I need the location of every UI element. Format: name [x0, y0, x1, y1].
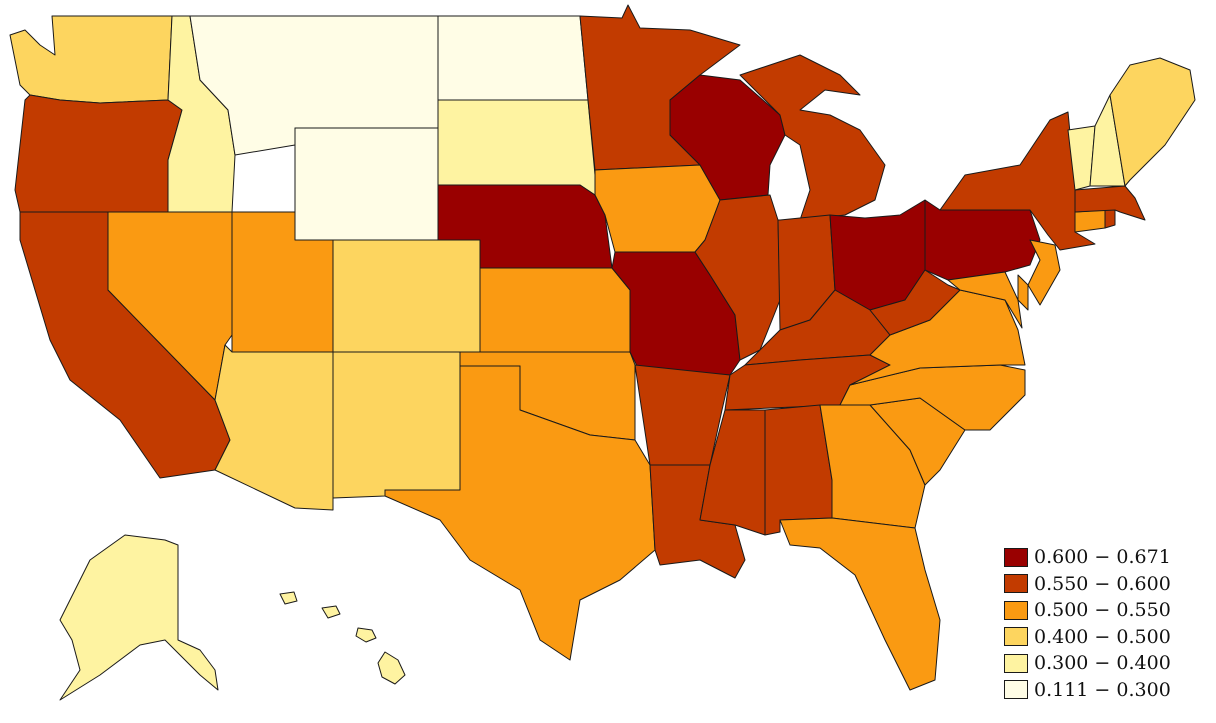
state-west-virginia	[869, 269, 961, 336]
state-hawaii	[377, 651, 406, 685]
legend-swatch	[1004, 653, 1028, 673]
state-connecticut	[1074, 209, 1106, 233]
legend-label: 0.600 − 0.671	[1034, 546, 1171, 569]
legend-label: 0.500 − 0.550	[1034, 599, 1171, 622]
legend-swatch	[1004, 574, 1028, 594]
state-alaska	[59, 534, 219, 701]
legend-label: 0.400 − 0.500	[1034, 625, 1171, 648]
state-oregon	[14, 94, 183, 213]
state-arkansas	[634, 364, 731, 466]
map-legend: 0.600 − 0.671 0.550 − 0.600 0.500 − 0.55…	[1004, 544, 1209, 703]
state-texas	[384, 365, 656, 661]
state-iowa	[594, 164, 721, 253]
state-wisconsin	[669, 74, 786, 201]
hawaii-island-maui	[355, 627, 377, 643]
state-massachusetts	[1074, 185, 1146, 221]
state-rhode-island	[1104, 209, 1116, 229]
state-alabama	[764, 404, 833, 536]
legend-swatch	[1004, 600, 1028, 620]
legend-item: 0.400 − 0.500	[1004, 624, 1209, 651]
state-colorado	[332, 239, 481, 353]
state-new-mexico	[332, 351, 461, 499]
legend-item: 0.111 − 0.300	[1004, 677, 1209, 704]
legend-swatch	[1004, 680, 1028, 700]
state-south-dakota	[437, 99, 596, 196]
state-wyoming	[294, 127, 439, 241]
state-washington	[9, 15, 173, 104]
state-arizona	[214, 344, 334, 511]
legend-swatch	[1004, 627, 1028, 647]
state-north-dakota	[437, 15, 589, 101]
legend-item: 0.550 − 0.600	[1004, 571, 1209, 598]
state-illinois	[694, 194, 781, 361]
state-pennsylvania	[924, 199, 1041, 281]
hawaii-island-oahu	[321, 605, 341, 619]
legend-label: 0.300 − 0.400	[1034, 652, 1171, 675]
state-kansas	[479, 267, 631, 353]
legend-item: 0.600 − 0.671	[1004, 544, 1209, 571]
legend-label: 0.111 − 0.300	[1034, 678, 1171, 701]
state-new-jersey	[1027, 239, 1061, 306]
legend-item: 0.300 − 0.400	[1004, 650, 1209, 677]
state-florida	[779, 517, 941, 691]
legend-item: 0.500 − 0.550	[1004, 597, 1209, 624]
state-delaware	[1017, 274, 1029, 311]
legend-swatch	[1004, 547, 1028, 567]
legend-label: 0.550 − 0.600	[1034, 572, 1171, 595]
state-maryland	[947, 271, 1023, 329]
state-michigan	[739, 54, 886, 221]
state-maine	[1109, 57, 1196, 187]
hawaii-island-kauai	[279, 591, 298, 605]
